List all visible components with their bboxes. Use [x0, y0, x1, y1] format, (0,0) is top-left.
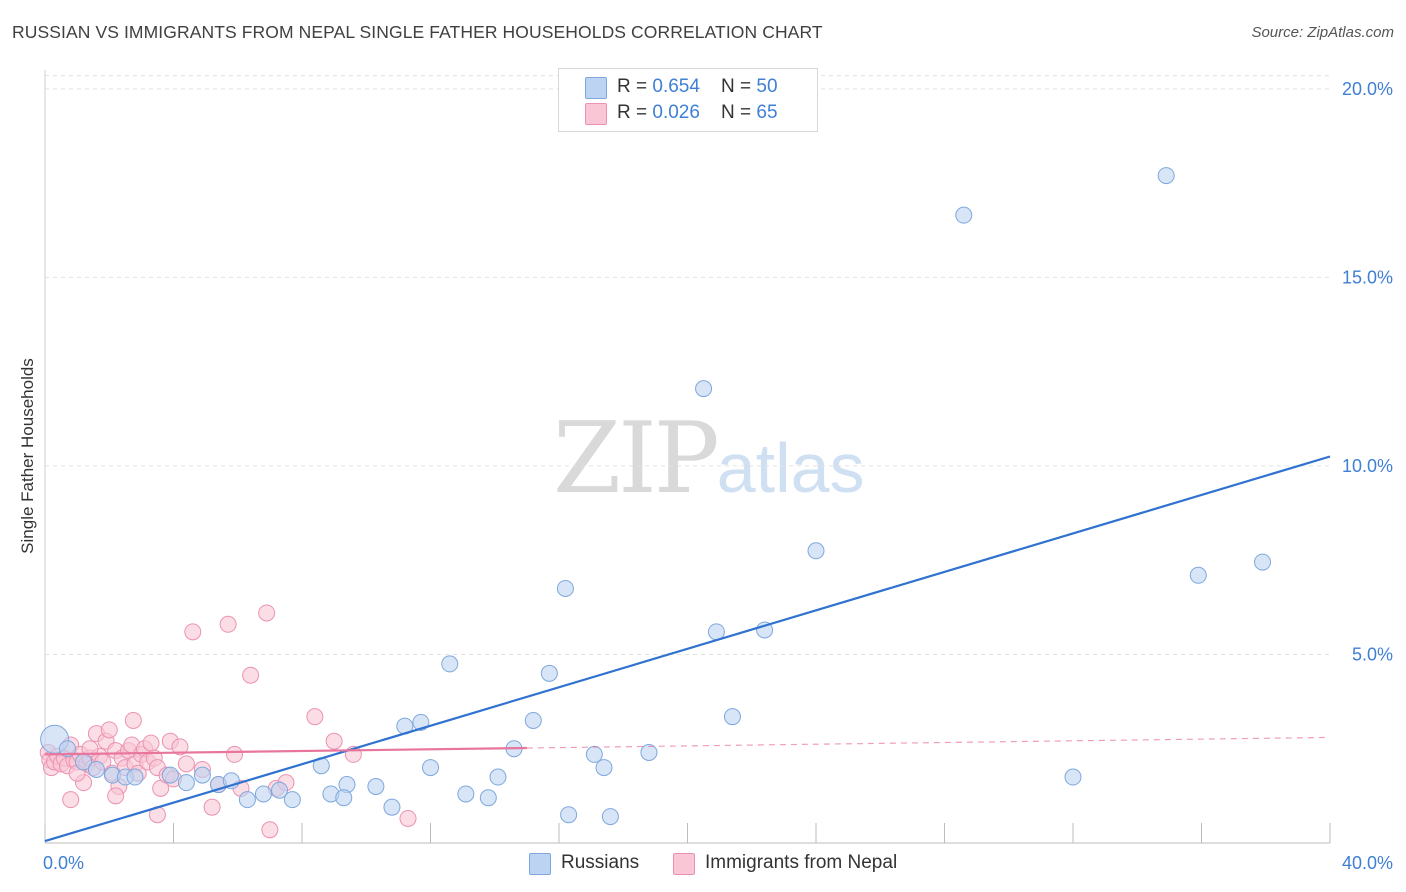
point-russians: [193, 766, 211, 784]
bottom-legend-label-russians: Russians: [561, 852, 640, 873]
point-russians: [126, 768, 144, 786]
point-nepal: [184, 623, 202, 641]
n-label: N =: [721, 102, 757, 123]
point-russians: [161, 766, 179, 784]
bottom-swatch-russians: [529, 853, 551, 875]
n-label: N =: [721, 76, 757, 97]
point-russians: [1064, 768, 1082, 786]
point-russians: [807, 542, 825, 560]
point-russians: [560, 806, 578, 824]
legend-text-nepal: R = 0.026 N = 65: [617, 102, 778, 124]
r-value: 0.654: [652, 76, 700, 97]
point-nepal: [226, 745, 244, 763]
legend-swatch-nepal: [585, 103, 607, 125]
point-russians: [271, 781, 289, 799]
point-nepal: [258, 604, 276, 622]
point-russians: [595, 759, 613, 777]
point-russians: [335, 789, 353, 807]
legend-text-russians: R = 0.654 N = 50: [617, 76, 778, 98]
trendline-extension-nepal: [526, 736, 1331, 749]
y-tick-label: 15.0%: [1342, 267, 1393, 287]
trendline-nepal: [44, 746, 527, 756]
point-nepal: [171, 738, 189, 756]
point-russians: [489, 768, 507, 786]
point-russians: [457, 785, 475, 803]
point-russians: [238, 791, 256, 809]
source-credit: Source: ZipAtlas.com: [1251, 24, 1394, 41]
point-nepal: [124, 711, 142, 729]
point-nepal: [306, 708, 324, 726]
point-russians: [1254, 553, 1272, 571]
point-russians: [254, 785, 272, 803]
point-russians: [87, 760, 105, 778]
point-nepal: [100, 721, 118, 739]
point-russians: [1157, 167, 1175, 185]
point-russians: [441, 655, 459, 673]
point-nepal: [62, 791, 80, 809]
chart-title: RUSSIAN VS IMMIGRANTS FROM NEPAL SINGLE …: [12, 22, 823, 42]
point-nepal: [203, 798, 221, 816]
point-russians: [556, 579, 574, 597]
correlation-legend: R = 0.654 N = 50 R = 0.026 N = 65: [558, 68, 818, 132]
point-nepal: [242, 666, 260, 684]
point-russians: [695, 380, 713, 398]
point-russians: [540, 664, 558, 682]
point-russians: [177, 774, 195, 792]
n-value: 65: [756, 102, 778, 123]
r-value: 0.026: [652, 102, 700, 123]
point-russians: [524, 711, 542, 729]
x-tick-label-max: 40.0%: [1342, 853, 1393, 873]
point-nepal: [261, 821, 279, 839]
point-russians: [58, 740, 76, 758]
x-tick-label-min: 0.0%: [43, 853, 84, 873]
point-russians: [640, 744, 658, 762]
r-label: R =: [617, 102, 653, 123]
n-value: 50: [756, 76, 778, 97]
point-russians: [479, 789, 497, 807]
point-russians: [383, 798, 401, 816]
point-russians: [367, 777, 385, 795]
point-russians: [1189, 566, 1207, 584]
bottom-legend-label-nepal: Immigrants from Nepal: [705, 852, 898, 873]
point-russians: [585, 745, 603, 763]
point-russians: [422, 759, 439, 777]
legend-swatch-russians: [585, 77, 607, 99]
point-nepal: [399, 809, 417, 827]
point-nepal: [325, 732, 343, 750]
y-tick-label: 20.0%: [1342, 79, 1393, 99]
trendline-russians: [44, 455, 1331, 843]
bottom-swatch-nepal: [673, 853, 695, 875]
r-label: R =: [617, 76, 653, 97]
point-russians: [723, 708, 741, 726]
point-russians: [283, 791, 301, 809]
point-nepal: [219, 615, 237, 633]
y-tick-label: 10.0%: [1342, 456, 1393, 476]
point-russians: [601, 808, 619, 826]
point-russians: [955, 206, 973, 224]
point-nepal: [142, 734, 160, 752]
y-tick-label: 5.0%: [1352, 644, 1393, 664]
point-nepal: [177, 755, 195, 773]
point-nepal: [107, 787, 125, 805]
